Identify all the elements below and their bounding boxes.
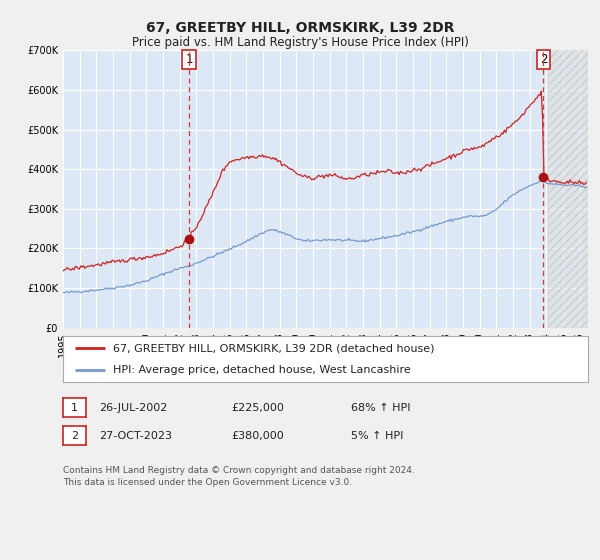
Text: 27-OCT-2023: 27-OCT-2023 (99, 431, 172, 441)
Bar (548, 50, 588, 328)
Text: 67, GREETBY HILL, ORMSKIRK, L39 2DR (detached house): 67, GREETBY HILL, ORMSKIRK, L39 2DR (det… (113, 343, 434, 353)
Text: Contains HM Land Registry data © Crown copyright and database right 2024.
This d: Contains HM Land Registry data © Crown c… (63, 466, 415, 487)
Text: 1: 1 (185, 53, 193, 66)
Text: 1: 1 (71, 403, 78, 413)
Text: 2: 2 (540, 53, 547, 66)
Text: Price paid vs. HM Land Registry's House Price Index (HPI): Price paid vs. HM Land Registry's House … (131, 36, 469, 49)
Text: 5% ↑ HPI: 5% ↑ HPI (351, 431, 403, 441)
Text: 2: 2 (71, 431, 78, 441)
Text: HPI: Average price, detached house, West Lancashire: HPI: Average price, detached house, West… (113, 366, 410, 375)
Text: 68% ↑ HPI: 68% ↑ HPI (351, 403, 410, 413)
Text: £380,000: £380,000 (231, 431, 284, 441)
Text: £225,000: £225,000 (231, 403, 284, 413)
Text: 26-JUL-2002: 26-JUL-2002 (99, 403, 167, 413)
Text: 67, GREETBY HILL, ORMSKIRK, L39 2DR: 67, GREETBY HILL, ORMSKIRK, L39 2DR (146, 21, 454, 35)
